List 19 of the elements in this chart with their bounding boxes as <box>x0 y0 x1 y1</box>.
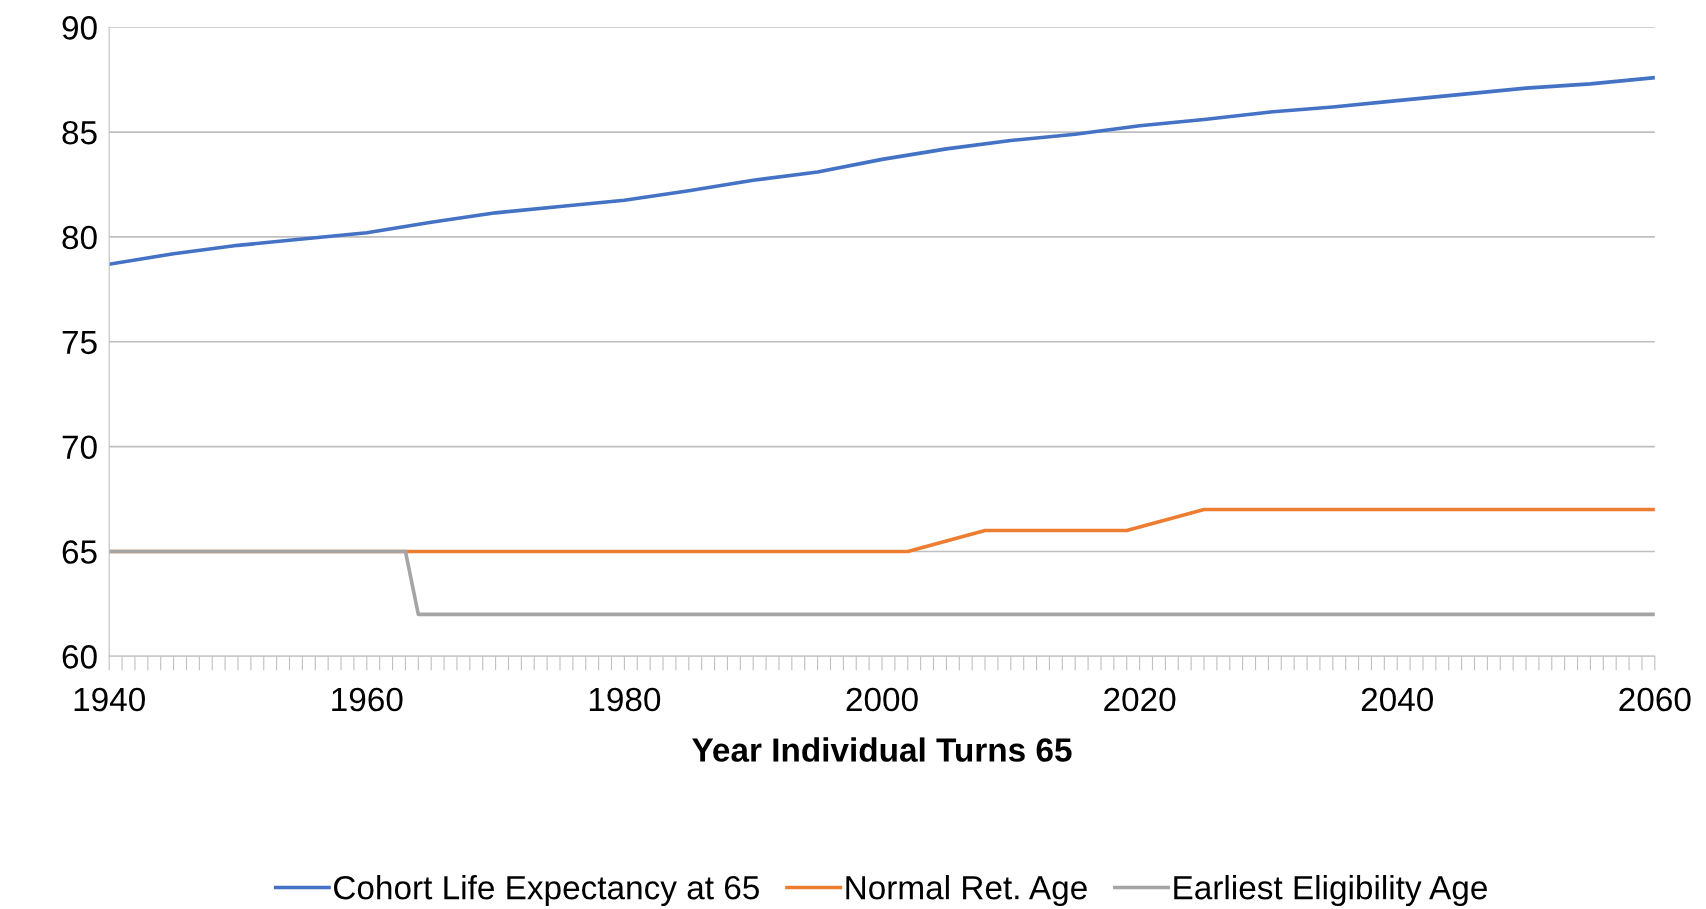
legend-label: Cohort Life Expectancy at 65 <box>334 875 759 907</box>
x-axis-title: Year Individual Turns 65 <box>692 737 1072 762</box>
y-tick-label: 90 <box>62 16 97 40</box>
y-tick-label: 65 <box>62 540 97 564</box>
y-tick-label: 60 <box>62 645 97 669</box>
x-tick-label: 2000 <box>846 687 918 712</box>
x-tick-label: 2060 <box>1619 687 1691 712</box>
line-series <box>109 75 1655 267</box>
legend-label: Earliest Eligibility Age <box>1174 875 1487 907</box>
x-tick-label: 1960 <box>332 687 403 712</box>
y-tick-label: 70 <box>62 435 97 460</box>
y-tick-label: 85 <box>62 120 97 145</box>
x-tick-label: 2040 <box>1361 687 1433 712</box>
y-tick-label: 80 <box>62 225 97 250</box>
legend-label: Normal Ret. Age <box>846 875 1087 907</box>
y-tick-label: 75 <box>62 330 97 355</box>
x-tick-label: 1980 <box>589 687 661 712</box>
x-tick-label: 1940 <box>74 687 145 712</box>
x-tick-label: 2020 <box>1104 687 1176 712</box>
